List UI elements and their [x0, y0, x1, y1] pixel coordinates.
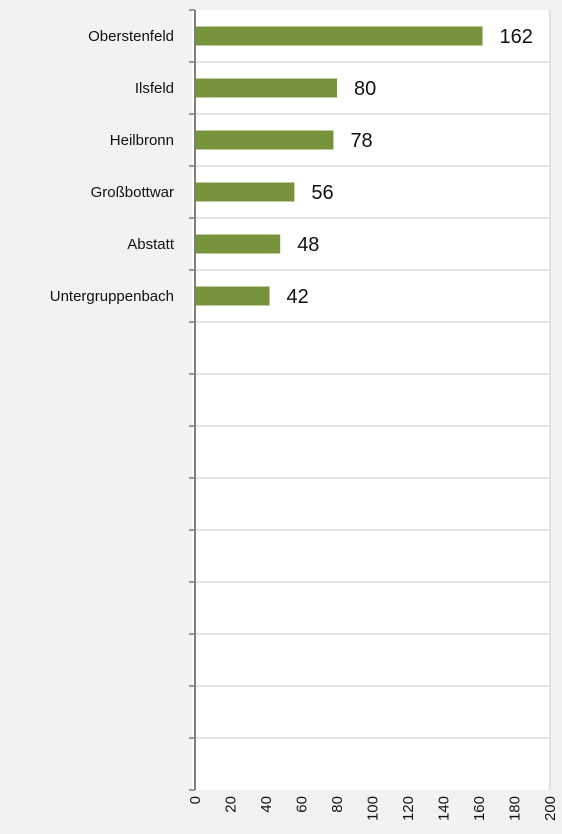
data-label: 56: [311, 182, 333, 204]
x-tick-label: 100: [365, 796, 382, 821]
bar: [196, 234, 281, 254]
bar: [196, 182, 295, 202]
x-tick-label: 120: [400, 796, 417, 821]
category-label: Ilsfeld: [135, 80, 174, 97]
x-tick-label: 0: [187, 796, 204, 804]
bar: [196, 130, 334, 150]
bar: [196, 78, 337, 98]
x-tick-label: 60: [294, 796, 311, 813]
data-label: 48: [297, 234, 319, 256]
data-label: 162: [500, 26, 533, 48]
data-label: 42: [287, 286, 309, 308]
category-label: Heilbronn: [110, 132, 174, 149]
plot-area: [192, 10, 550, 790]
category-label: Abstatt: [127, 236, 175, 253]
x-tick-label: 200: [542, 796, 559, 821]
bar: [196, 26, 483, 46]
data-label: 80: [354, 78, 376, 100]
x-tick-label: 160: [471, 796, 488, 821]
x-tick-label: 40: [258, 796, 275, 813]
x-tick-label: 180: [507, 796, 524, 821]
x-tick-label: 140: [436, 796, 453, 821]
category-label: Untergruppenbach: [50, 288, 174, 305]
x-tick-label: 80: [329, 796, 346, 813]
category-label: Großbottwar: [91, 184, 174, 201]
category-label: Oberstenfeld: [88, 28, 174, 45]
data-label: 78: [350, 130, 372, 152]
bar: [196, 286, 270, 306]
x-tick-label: 20: [223, 796, 240, 813]
